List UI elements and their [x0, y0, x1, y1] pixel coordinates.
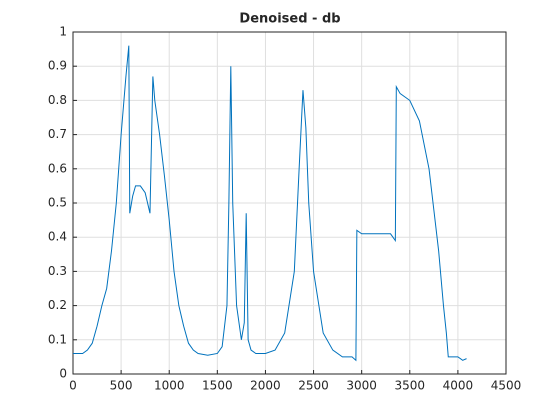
x-tick-label: 4500	[491, 379, 522, 393]
x-tick-label: 4000	[443, 379, 474, 393]
y-tick-label: 1	[59, 25, 67, 39]
x-tick-label: 0	[69, 379, 77, 393]
y-tick-label: 0.9	[48, 59, 67, 73]
x-tick-label: 1000	[154, 379, 185, 393]
y-tick-label: 0.5	[48, 196, 67, 210]
x-tick-label: 500	[110, 379, 133, 393]
y-tick-label: 0.1	[48, 332, 67, 346]
y-tick-label: 0	[59, 367, 67, 381]
chart-title: Denoised - db	[239, 12, 340, 27]
y-tick-label: 0.8	[48, 93, 67, 107]
x-tick-label: 2000	[250, 379, 281, 393]
y-tick-label: 0.2	[48, 298, 67, 312]
data-line	[73, 45, 467, 362]
x-tick-label: 3000	[346, 379, 377, 393]
y-tick-label: 0.4	[48, 230, 67, 244]
x-tick-label: 3500	[395, 379, 426, 393]
y-tick-label: 0.3	[48, 264, 67, 278]
y-tick-label: 0.7	[48, 127, 67, 141]
y-tick-label: 0.6	[48, 161, 67, 175]
axes-box	[72, 31, 507, 375]
x-tick-label: 2500	[298, 379, 329, 393]
x-tick-label: 1500	[202, 379, 233, 393]
